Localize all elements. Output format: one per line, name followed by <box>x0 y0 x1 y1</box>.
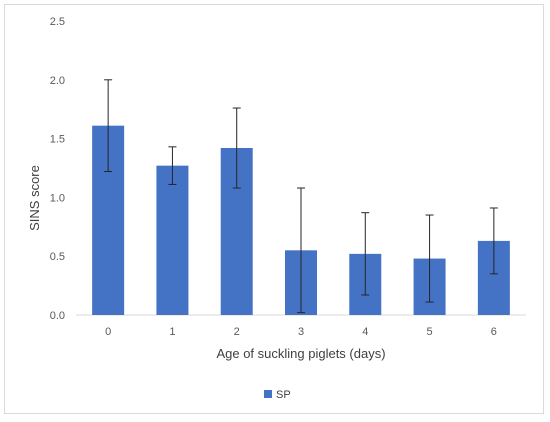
y-tick-label: 0.0 <box>50 310 65 322</box>
y-axis-ticks: 0.0 0.5 1.0 1.5 2.0 2.5 <box>50 16 65 322</box>
y-axis-title: SINS score <box>27 165 42 231</box>
error-bars-group <box>104 79 498 314</box>
y-tick-label: 1.5 <box>50 134 65 146</box>
legend: SP <box>264 389 291 401</box>
x-tick-label: 5 <box>427 326 433 338</box>
bar-1 <box>156 165 189 315</box>
y-tick-label: 2.5 <box>50 16 65 28</box>
y-tick-label: 2.0 <box>50 75 65 87</box>
x-tick-label: 2 <box>234 326 240 338</box>
x-tick-label: 3 <box>298 326 304 338</box>
y-tick-label: 0.5 <box>50 251 65 263</box>
x-axis-title: Age of suckling piglets (days) <box>216 346 385 361</box>
x-tick-label: 6 <box>491 326 497 338</box>
x-tick-label: 4 <box>362 326 368 338</box>
x-tick-label: 0 <box>105 326 111 338</box>
legend-swatch-sp <box>264 390 272 398</box>
x-axis-ticks: 0 1 2 3 4 5 6 <box>105 326 497 338</box>
x-tick-label: 1 <box>169 326 175 338</box>
legend-label-sp: SP <box>276 389 291 401</box>
y-tick-label: 1.0 <box>50 192 65 204</box>
